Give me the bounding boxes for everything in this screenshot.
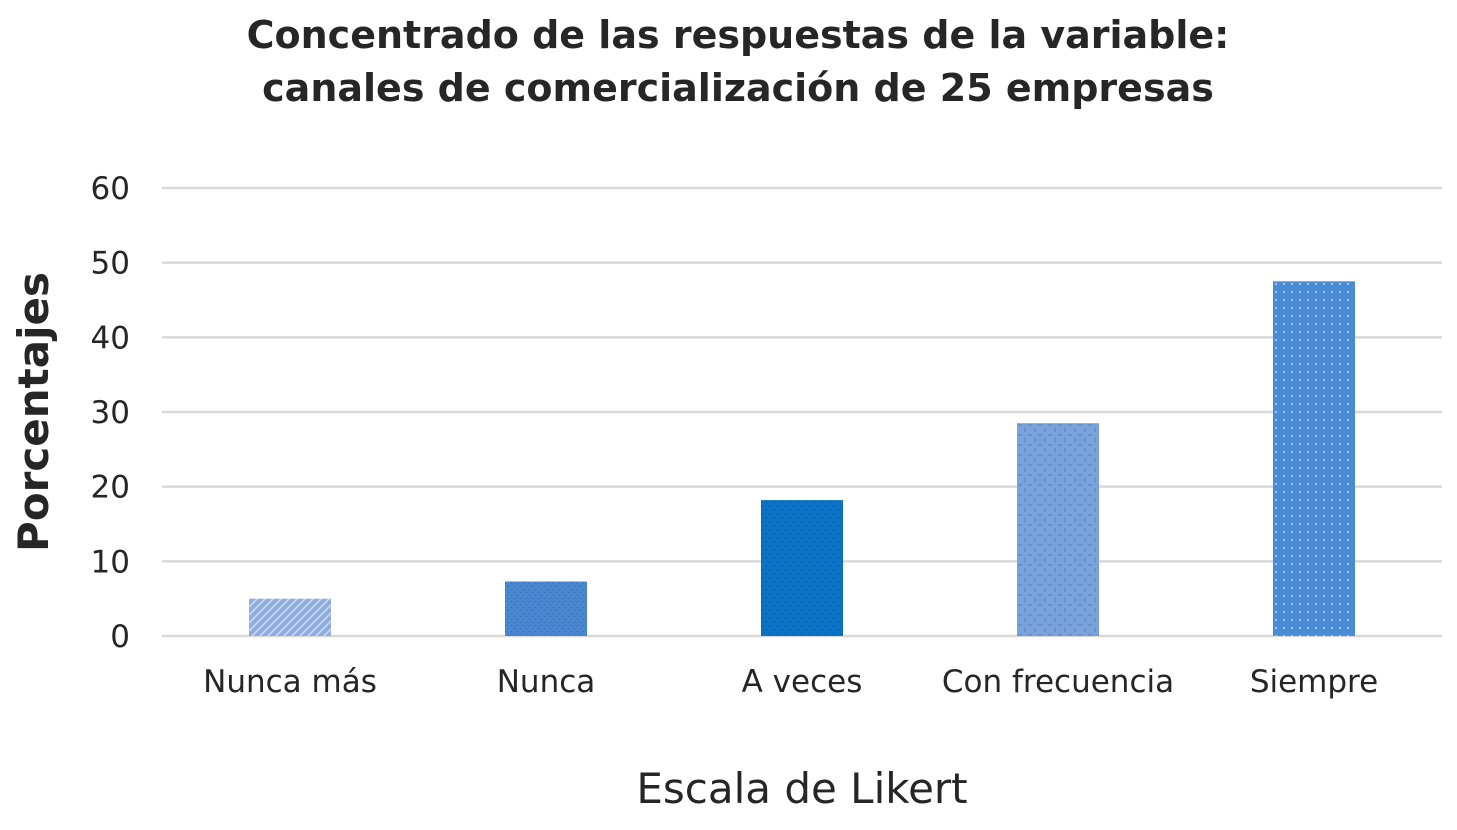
y-tick-label: 10 <box>91 544 130 580</box>
chart-title-line-2: canales de comercialización de 25 empres… <box>262 66 1214 110</box>
bar-a-veces <box>761 500 843 636</box>
y-tick-label: 60 <box>91 171 130 207</box>
y-tick-label: 30 <box>91 395 130 431</box>
chart-title-line-1: Concentrado de las respuestas de la vari… <box>247 13 1230 57</box>
y-axis-label: Porcentajes <box>9 272 58 552</box>
bar-siempre <box>1273 281 1355 636</box>
bars <box>249 281 1355 636</box>
y-tick-label: 0 <box>110 619 130 655</box>
x-axis-label: Escala de Likert <box>636 764 967 813</box>
bar-nunca <box>505 581 587 636</box>
gridlines <box>162 186 1442 638</box>
y-tick-label: 20 <box>91 470 130 506</box>
bar-con-frecuencia <box>1017 423 1099 636</box>
x-tick-label: Con frecuencia <box>942 664 1174 700</box>
bar-nunca-más <box>249 598 331 636</box>
y-tick-labels: 0 10 20 30 40 50 60 <box>91 171 130 655</box>
x-tick-labels: Nunca más Nunca A veces Con frecuencia Siemp… <box>203 664 1378 700</box>
x-tick-label: A veces <box>742 664 863 700</box>
y-tick-label: 50 <box>91 246 130 282</box>
x-tick-label: Siempre <box>1250 664 1378 700</box>
x-tick-label: Nunca <box>497 664 596 700</box>
x-tick-label: Nunca más <box>203 664 377 700</box>
y-tick-label: 40 <box>91 320 130 356</box>
